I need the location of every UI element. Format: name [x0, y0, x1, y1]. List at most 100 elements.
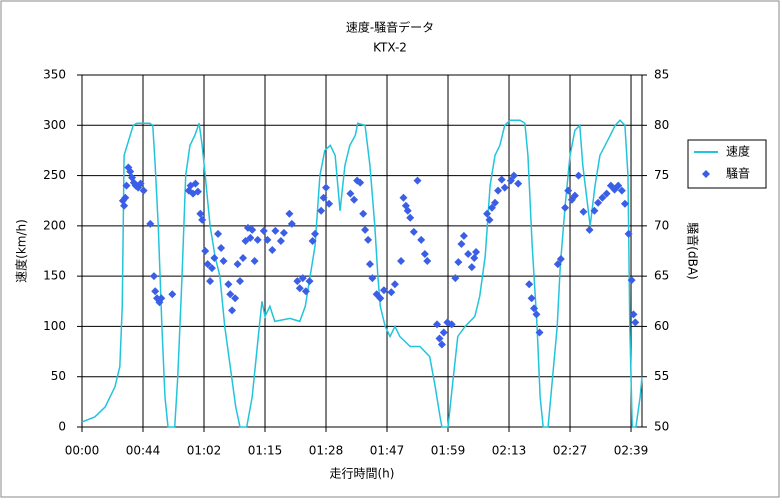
- legend-label: 騒音: [726, 166, 750, 181]
- noise-marker: [311, 229, 320, 238]
- noise-marker: [139, 186, 148, 195]
- noise-marker: [285, 209, 294, 218]
- noise-marker: [287, 219, 296, 228]
- x-tick-label: 02:39: [614, 444, 649, 458]
- noise-marker: [506, 176, 515, 185]
- noise-marker: [390, 280, 399, 289]
- noise-marker: [590, 206, 599, 215]
- noise-marker: [201, 247, 210, 255]
- noise-marker: [198, 215, 207, 224]
- noise-marker: [423, 257, 432, 266]
- noise-marker: [151, 287, 160, 296]
- noise-marker: [203, 260, 212, 269]
- noise-marker: [219, 257, 228, 266]
- noise-marker: [624, 229, 633, 238]
- x-tick-label: 00:00: [65, 444, 100, 458]
- chart-subtitle: KTX-2: [373, 41, 407, 55]
- y2-tick-label: 55: [654, 369, 669, 383]
- noise-marker: [361, 225, 370, 234]
- noise-marker: [322, 183, 331, 192]
- noise-marker: [157, 294, 166, 303]
- noise-marker: [305, 277, 314, 286]
- noise-marker: [464, 250, 473, 259]
- y2-tick-label: 60: [654, 319, 669, 333]
- x-tick-label: 00:44: [126, 444, 161, 458]
- noise-marker: [231, 294, 240, 303]
- noise-marker: [439, 328, 448, 337]
- noise-marker: [483, 209, 492, 218]
- y-tick-label: 50: [51, 369, 66, 383]
- noise-marker: [487, 203, 496, 212]
- noise-marker: [437, 340, 446, 349]
- noise-marker: [350, 195, 359, 204]
- y-tick-label: 200: [43, 218, 66, 232]
- noise-marker: [263, 235, 272, 244]
- chart-title: 速度-騒音データ: [346, 20, 434, 35]
- noise-marker: [532, 310, 541, 319]
- y-tick-label: 100: [43, 319, 66, 333]
- y2-tick-label: 80: [654, 118, 669, 132]
- noise-marker: [574, 171, 583, 180]
- noise-marker: [485, 215, 494, 224]
- noise-marker: [490, 198, 499, 207]
- noise-marker: [301, 287, 310, 296]
- noise-marker: [494, 186, 503, 195]
- noise-marker: [376, 294, 385, 303]
- noise-marker: [368, 274, 377, 283]
- noise-marker: [447, 320, 456, 329]
- noise-marker: [379, 286, 388, 295]
- legend-marker: [702, 170, 710, 178]
- noise-marker: [535, 328, 544, 337]
- noise-marker: [217, 243, 226, 252]
- noise-marker: [397, 257, 406, 266]
- noise-marker: [146, 219, 155, 228]
- noise-marker: [224, 280, 233, 289]
- noise-marker: [295, 284, 304, 293]
- noise-marker: [359, 209, 368, 218]
- noise-marker: [413, 176, 422, 185]
- noise-marker: [136, 179, 145, 188]
- plot-area: [81, 74, 643, 428]
- legend-box: [687, 139, 767, 189]
- x-tick-label: 02:13: [492, 444, 527, 458]
- noise-marker: [325, 199, 334, 208]
- x-tick-label: 02:27: [553, 444, 588, 458]
- noise-marker: [433, 320, 442, 329]
- noise-marker: [293, 277, 302, 286]
- noise-marker: [196, 209, 205, 218]
- y2-axis-label: 騒音(dBA): [686, 222, 701, 279]
- noise-marker: [271, 226, 280, 235]
- y-axis-label: 速度(km/h): [14, 219, 29, 283]
- noise-marker: [556, 255, 565, 264]
- noise-marker: [420, 250, 429, 259]
- y2-tick-label: 50: [654, 420, 669, 434]
- noise-marker: [620, 199, 629, 208]
- noise-marker: [276, 236, 285, 245]
- noise-marker: [527, 294, 536, 303]
- noise-marker: [226, 290, 235, 299]
- noise-marker: [631, 318, 640, 327]
- noise-marker: [470, 254, 479, 263]
- noise-marker: [126, 167, 135, 176]
- noise-marker: [472, 248, 481, 257]
- noise-marker: [214, 229, 223, 238]
- y2-tick-label: 85: [654, 68, 669, 82]
- y2-tick-label: 75: [654, 168, 669, 182]
- noise-marker: [207, 264, 216, 273]
- noise-marker: [193, 187, 202, 196]
- noise-marker: [553, 260, 562, 269]
- noise-marker: [454, 258, 463, 267]
- noise-marker: [403, 206, 412, 215]
- noise-marker: [509, 171, 518, 180]
- noise-marker: [579, 207, 588, 216]
- noise-marker: [406, 213, 415, 222]
- x-axis-label: 走行時間(h): [330, 467, 395, 481]
- noise-marker: [614, 181, 623, 190]
- y-tick-label: 350: [43, 68, 66, 82]
- noise-marker: [279, 228, 288, 237]
- x-tick-label: 01:15: [248, 444, 283, 458]
- noise-marker: [253, 235, 262, 244]
- noise-marker: [120, 201, 129, 210]
- noise-marker: [561, 203, 570, 212]
- noise-marker: [149, 272, 158, 281]
